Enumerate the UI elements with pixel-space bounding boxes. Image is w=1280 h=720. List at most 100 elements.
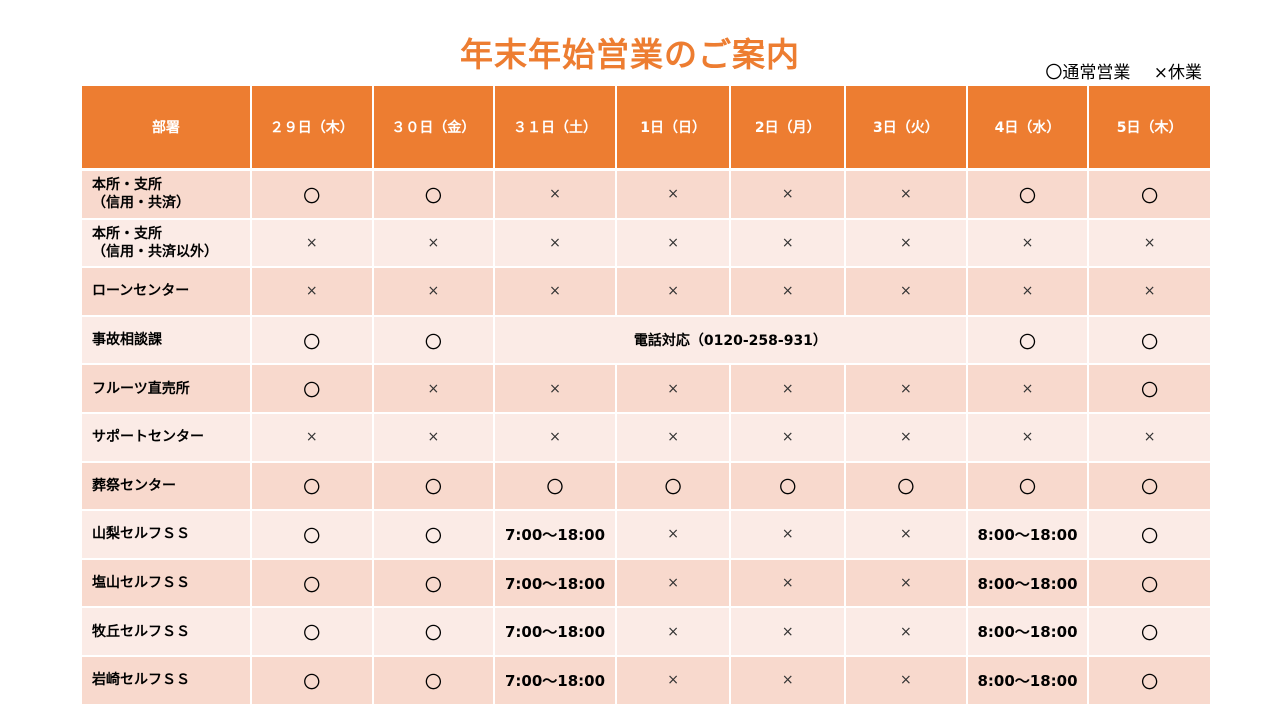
status-open-cell: 〇	[372, 655, 496, 706]
status-open-cell: 〇	[372, 607, 496, 657]
status-open-cell: 〇	[1088, 655, 1210, 706]
status-open-cell: 〇	[372, 315, 496, 366]
hours-cell: 7:00～18:00	[494, 510, 617, 560]
status-closed-cell: ×	[615, 267, 732, 317]
page-title: 年末年始営業のご案内	[460, 35, 800, 74]
status-open-cell: 〇	[372, 169, 496, 220]
status-closed-cell: ×	[372, 218, 496, 269]
dept-label: 本所・支所	[92, 177, 162, 194]
hours-cell: 7:00～18:00	[494, 607, 617, 657]
schedule-table: 部署 ２９日（木） ３０日（金） ３１日（土） 1日（日） 2日（月） 3日（火…	[82, 86, 1210, 706]
status-closed-cell: ×	[730, 169, 847, 220]
status-open-cell: 〇	[372, 510, 496, 560]
dept-label: サポートセンター	[92, 429, 204, 446]
header-date: ３０日（金）	[372, 86, 496, 171]
header-date: 1日（日）	[615, 86, 732, 171]
status-open-cell: 〇	[372, 461, 496, 512]
dept-cell: 事故相談課	[82, 315, 252, 366]
status-closed-cell: ×	[250, 412, 374, 463]
phone-note-cell: 電話対応（0120-258-931）	[494, 315, 968, 366]
status-closed-cell: ×	[250, 267, 374, 317]
status-closed-cell: ×	[730, 218, 847, 269]
status-open-cell: 〇	[966, 169, 1090, 220]
status-open-cell: 〇	[1088, 461, 1210, 512]
status-open-cell: 〇	[966, 461, 1090, 512]
status-closed-cell: ×	[615, 510, 732, 560]
status-closed-cell: ×	[372, 364, 496, 414]
table-row: 岩崎セルフＳＳ 〇〇 7:00～18:00 × × × 8:00～18:00 〇	[82, 655, 1210, 706]
status-closed-cell: ×	[615, 218, 732, 269]
status-closed-cell: ×	[615, 412, 732, 463]
header-date: 3日（火）	[845, 86, 968, 171]
dept-label: （信用・共済）	[92, 195, 190, 212]
dept-cell: 山梨セルフＳＳ	[82, 510, 252, 560]
status-closed-cell: ×	[1088, 267, 1210, 317]
status-closed-cell: ×	[845, 267, 968, 317]
status-closed-cell: ×	[845, 412, 968, 463]
status-closed-cell: ×	[845, 607, 968, 657]
dept-label: （信用・共済以外）	[92, 243, 218, 260]
dept-label: 本所・支所	[92, 225, 162, 242]
dept-cell: フルーツ直売所	[82, 364, 252, 414]
dept-cell: 葬祭センター	[82, 461, 252, 512]
status-open-cell: 〇	[1088, 607, 1210, 657]
status-open-cell: 〇	[250, 558, 374, 609]
status-open-cell: 〇	[250, 169, 374, 220]
dept-cell: ローンセンター	[82, 267, 252, 317]
status-closed-cell: ×	[966, 412, 1090, 463]
status-closed-cell: ×	[1088, 412, 1210, 463]
header-date: 4日（水）	[966, 86, 1090, 171]
header-row: 部署 ２９日（木） ３０日（金） ３１日（土） 1日（日） 2日（月） 3日（火…	[82, 86, 1210, 171]
hours-cell: 7:00～18:00	[494, 558, 617, 609]
dept-cell: 牧丘セルフＳＳ	[82, 607, 252, 657]
hours-cell: 8:00～18:00	[966, 558, 1090, 609]
status-open-cell: 〇	[1088, 169, 1210, 220]
legend: 〇通常営業 ×休業	[1045, 58, 1202, 83]
status-closed-cell: ×	[730, 364, 847, 414]
table-row: 塩山セルフＳＳ 〇〇 7:00～18:00 × × × 8:00～18:00 〇	[82, 558, 1210, 609]
status-closed-cell: ×	[494, 218, 617, 269]
status-closed-cell: ×	[730, 267, 847, 317]
status-open-cell: 〇	[1088, 558, 1210, 609]
table-row: ローンセンター × × × × × × × ×	[82, 267, 1210, 317]
status-open-cell: 〇	[966, 315, 1090, 366]
status-closed-cell: ×	[845, 510, 968, 560]
table-body: 本所・支所 （信用・共済）〇〇 × × × × 〇〇本所・支所 （信用・共済以外） × × × × × ×…	[82, 169, 1210, 706]
status-open-cell: 〇	[250, 655, 374, 706]
status-closed-cell: ×	[494, 267, 617, 317]
dept-cell: 岩崎セルフＳＳ	[82, 655, 252, 706]
table-row: サポートセンター × × × × × × × ×	[82, 412, 1210, 463]
dept-cell: サポートセンター	[82, 412, 252, 463]
status-open-cell: 〇	[494, 461, 617, 512]
status-closed-cell: ×	[615, 558, 732, 609]
status-closed-cell: ×	[730, 655, 847, 706]
header-date: ２９日（木）	[250, 86, 374, 171]
table-row: 牧丘セルフＳＳ 〇〇 7:00～18:00 × × × 8:00～18:00 〇	[82, 607, 1210, 657]
status-open-cell: 〇	[1088, 315, 1210, 366]
status-closed-cell: ×	[845, 218, 968, 269]
status-open-cell: 〇	[250, 607, 374, 657]
hours-cell: 8:00～18:00	[966, 655, 1090, 706]
dept-cell: 本所・支所 （信用・共済以外）	[82, 218, 252, 269]
table-row: 事故相談課〇〇電話対応（0120-258-931）〇〇	[82, 315, 1210, 366]
status-open-cell: 〇	[845, 461, 968, 512]
hours-cell: 8:00～18:00	[966, 607, 1090, 657]
status-closed-cell: ×	[845, 558, 968, 609]
dept-cell: 塩山セルフＳＳ	[82, 558, 252, 609]
header-date: 5日（木）	[1088, 86, 1210, 171]
legend-closed: ×休業	[1153, 63, 1202, 83]
hours-cell: 7:00～18:00	[494, 655, 617, 706]
status-closed-cell: ×	[730, 607, 847, 657]
status-open-cell: 〇	[250, 461, 374, 512]
status-closed-cell: ×	[966, 267, 1090, 317]
status-open-cell: 〇	[250, 510, 374, 560]
status-open-cell: 〇	[730, 461, 847, 512]
status-closed-cell: ×	[494, 169, 617, 220]
status-closed-cell: ×	[494, 364, 617, 414]
dept-label: 岩崎セルフＳＳ	[92, 672, 190, 689]
status-closed-cell: ×	[845, 655, 968, 706]
status-open-cell: 〇	[250, 364, 374, 414]
header-date: ３１日（土）	[494, 86, 617, 171]
header-dept: 部署	[82, 86, 252, 171]
status-closed-cell: ×	[845, 364, 968, 414]
